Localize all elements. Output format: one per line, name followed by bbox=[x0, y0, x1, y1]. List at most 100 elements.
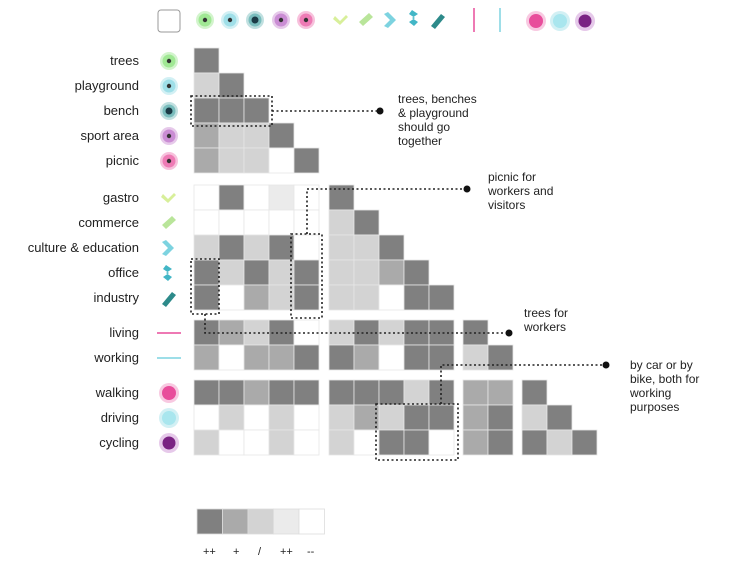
industry-icon bbox=[162, 292, 176, 307]
row-label: working bbox=[94, 350, 139, 365]
annotation-trees-workers: trees for workers bbox=[524, 306, 569, 334]
matrix-cell bbox=[268, 429, 295, 456]
industry-icon bbox=[431, 14, 445, 29]
picnic-icon bbox=[297, 11, 315, 29]
matrix-cell bbox=[293, 147, 320, 174]
matrix-cell bbox=[328, 404, 355, 431]
matrix-cell bbox=[546, 404, 573, 431]
matrix-cell bbox=[268, 184, 295, 211]
callout-line bbox=[204, 314, 508, 334]
matrix-cell bbox=[243, 184, 270, 211]
matrix-cell bbox=[193, 379, 220, 406]
blank-square-icon bbox=[157, 9, 181, 33]
matrix-cell bbox=[487, 379, 514, 406]
matrix-cell bbox=[487, 429, 514, 456]
bench-icon bbox=[160, 102, 178, 120]
matrix-cell bbox=[193, 259, 220, 286]
matrix-cell bbox=[268, 234, 295, 261]
row-label: driving bbox=[100, 410, 139, 425]
annotation-trees-benches: trees, benches & playground should go to… bbox=[398, 92, 477, 148]
matrix-cell bbox=[268, 209, 295, 236]
legend-label: + bbox=[233, 546, 240, 558]
matrix-cell bbox=[218, 284, 245, 311]
matrix-cell bbox=[353, 379, 380, 406]
matrix-cell bbox=[428, 284, 455, 311]
matrix-cell bbox=[243, 404, 270, 431]
matrix-cell bbox=[378, 259, 405, 286]
matrix-cell bbox=[243, 319, 270, 346]
matrix-cell bbox=[328, 429, 355, 456]
matrix-cell bbox=[243, 284, 270, 311]
matrix-cell bbox=[378, 379, 405, 406]
matrix-cell bbox=[243, 97, 270, 124]
culture-education-icon bbox=[384, 12, 396, 28]
matrix-cell bbox=[403, 344, 430, 371]
legend-swatch bbox=[247, 508, 274, 535]
matrix-cell bbox=[328, 379, 355, 406]
matrix-cell bbox=[293, 379, 320, 406]
trees-icon bbox=[160, 52, 178, 70]
matrix-cell bbox=[218, 184, 245, 211]
callouts bbox=[190, 95, 610, 461]
column-header-icons bbox=[157, 8, 595, 33]
matrix-cell bbox=[218, 97, 245, 124]
callout-dot bbox=[463, 185, 471, 193]
matrix-cell bbox=[487, 404, 514, 431]
matrix-cell bbox=[428, 429, 455, 456]
matrix-cell bbox=[293, 234, 320, 261]
matrix-cell bbox=[193, 47, 220, 74]
picnic-icon bbox=[160, 152, 178, 170]
matrix-cell bbox=[218, 404, 245, 431]
walking-icon bbox=[526, 11, 546, 31]
matrix-cell bbox=[293, 404, 320, 431]
row-label: culture & education bbox=[27, 240, 139, 255]
matrix-cell bbox=[328, 284, 355, 311]
row-label: cycling bbox=[99, 435, 139, 450]
cycling-icon bbox=[159, 433, 179, 453]
matrix-cell bbox=[218, 379, 245, 406]
row-icons bbox=[157, 52, 181, 453]
matrix-cell bbox=[428, 344, 455, 371]
trees-icon bbox=[196, 11, 214, 29]
matrix-cell bbox=[243, 344, 270, 371]
callout-box-car-bike bbox=[375, 403, 459, 461]
matrix-cell bbox=[243, 209, 270, 236]
matrix-cell bbox=[353, 234, 380, 261]
callout-line bbox=[306, 188, 466, 234]
sport-area-icon bbox=[160, 127, 178, 145]
matrix-cell bbox=[268, 404, 295, 431]
row-label: commerce bbox=[78, 215, 139, 230]
matrix-cell bbox=[462, 429, 489, 456]
matrix-cell bbox=[268, 147, 295, 174]
matrix-cell bbox=[353, 284, 380, 311]
matrix-cell bbox=[193, 147, 220, 174]
matrix-cell bbox=[378, 234, 405, 261]
matrix-cell bbox=[403, 429, 430, 456]
matrix-cell bbox=[293, 344, 320, 371]
sport-area-icon bbox=[272, 11, 290, 29]
matrix-cell bbox=[462, 404, 489, 431]
commerce-icon bbox=[359, 13, 373, 26]
matrix-cell bbox=[193, 404, 220, 431]
matrix-cell bbox=[403, 404, 430, 431]
matrix-cell bbox=[378, 284, 405, 311]
matrix-cell bbox=[328, 319, 355, 346]
legend-swatch bbox=[222, 508, 249, 535]
matrix-cell bbox=[243, 147, 270, 174]
matrix-cell bbox=[193, 209, 220, 236]
matrix-cell bbox=[293, 429, 320, 456]
legend-label: / bbox=[258, 546, 262, 558]
callout-dot bbox=[505, 329, 513, 337]
legend-swatch bbox=[196, 508, 223, 535]
matrix-cell bbox=[378, 344, 405, 371]
legend-swatch bbox=[273, 508, 300, 535]
matrix-cell bbox=[218, 234, 245, 261]
office-icon bbox=[409, 10, 418, 26]
matrix-cell bbox=[403, 379, 430, 406]
matrix-cell bbox=[193, 184, 220, 211]
callout-box-trees-workers bbox=[190, 258, 220, 315]
matrix-cell bbox=[403, 259, 430, 286]
annotation-picnic-workers: picnic for workers and visitors bbox=[488, 170, 554, 212]
row-label: living bbox=[109, 325, 139, 340]
